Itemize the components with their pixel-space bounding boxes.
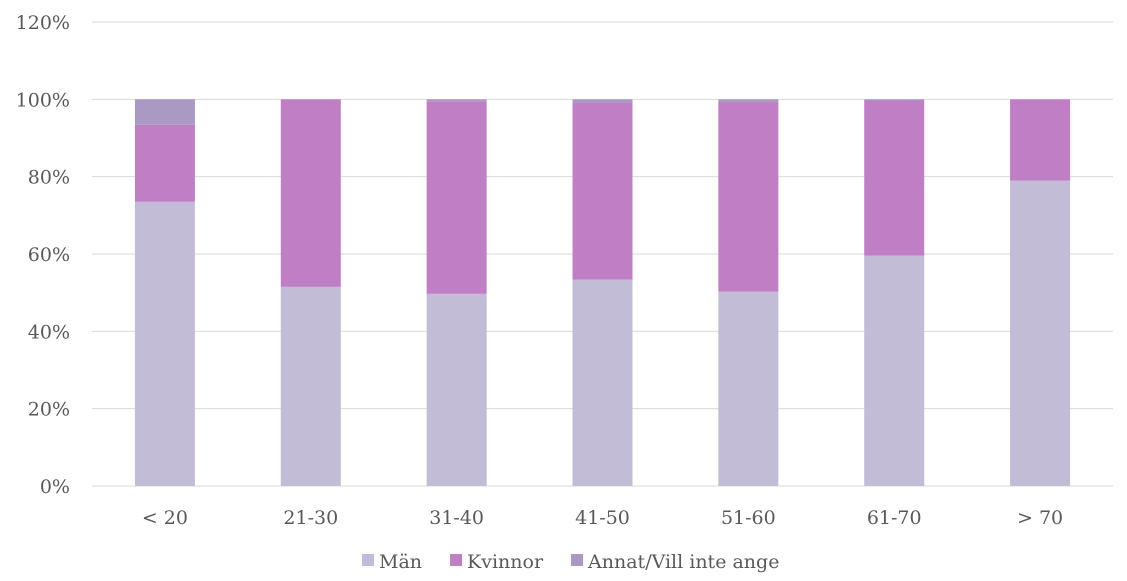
x-tick-label: < 20 — [142, 507, 188, 529]
x-tick-label: > 70 — [1017, 507, 1063, 529]
y-tick-label: 0% — [40, 476, 70, 498]
x-tick-label: 61-70 — [867, 507, 922, 529]
bar-segment-1-4 — [572, 279, 633, 486]
x-tick-label: 21-30 — [283, 507, 338, 529]
bar-segment-1-5 — [718, 291, 779, 486]
bar-segment-1-1 — [134, 201, 195, 487]
x-tick-label: 51-60 — [721, 507, 776, 529]
legend-label-3: Annat/Vill inte ange — [587, 551, 779, 573]
bar-segment-3-6 — [864, 99, 925, 101]
legend-swatch-2 — [450, 554, 463, 566]
legend-label-2: Kvinnor — [467, 551, 544, 573]
bar-segment-2-2 — [280, 99, 341, 287]
bar-segment-2-7 — [1010, 99, 1071, 181]
y-tick-label: 60% — [28, 244, 70, 266]
bar-segment-1-7 — [1010, 180, 1071, 487]
x-axis-tick-labels: < 20 21-30 31-40 41-50 51-60 61-70 > 70 — [142, 507, 1063, 529]
x-tick-label: 41-50 — [575, 507, 630, 529]
y-tick-label: 80% — [28, 167, 70, 189]
bar-segment-1-3 — [426, 293, 487, 486]
bar-segment-3-3 — [426, 99, 487, 102]
x-tick-label: 31-40 — [429, 507, 484, 529]
legend-label-1: Män — [379, 551, 422, 573]
y-tick-label: 120% — [16, 12, 70, 34]
bar-segment-2-6 — [864, 100, 925, 256]
bar-segment-1-6 — [864, 255, 925, 486]
y-axis-tick-labels: 0% 20% 40% 60% 80% 100% 120% — [16, 12, 70, 498]
y-tick-label: 40% — [28, 321, 70, 343]
legend-swatch-1 — [362, 554, 374, 566]
legend-swatch-3 — [571, 554, 584, 566]
bar-segment-3-5 — [718, 99, 779, 103]
bar-segment-2-5 — [718, 102, 779, 292]
bar-segment-1-2 — [280, 286, 341, 486]
bar-segment-2-4 — [572, 102, 633, 280]
bar-segment-2-1 — [134, 124, 195, 202]
bars — [134, 99, 1071, 487]
y-tick-label: 20% — [28, 399, 70, 421]
legend: Män Kvinnor Annat/Vill inte ange — [362, 551, 779, 573]
bar-segment-3-4 — [572, 99, 633, 103]
bar-segment-2-3 — [426, 101, 487, 294]
y-tick-label: 100% — [16, 89, 70, 111]
bar-segment-3-1 — [134, 99, 195, 125]
